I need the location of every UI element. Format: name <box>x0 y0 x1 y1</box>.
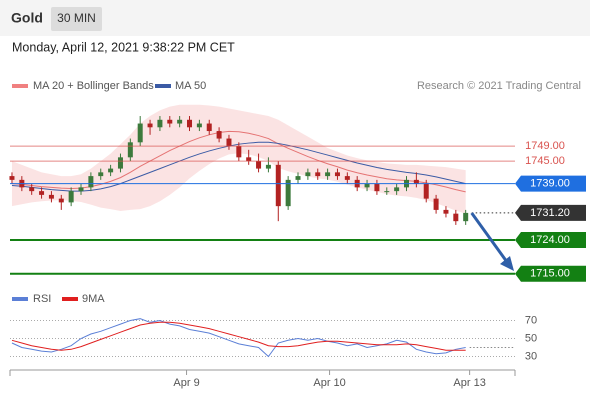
candle-body <box>177 119 183 124</box>
legend-swatch <box>12 84 28 88</box>
candle-body <box>315 172 321 177</box>
candle-body <box>265 164 271 169</box>
candle-body <box>39 191 45 195</box>
candle-body <box>29 187 35 192</box>
level-label: 1745.00 <box>525 155 565 167</box>
x-tick-label: Apr 10 <box>313 377 345 389</box>
x-tick-label: Apr 9 <box>173 377 199 389</box>
bollinger-band <box>11 104 466 214</box>
candle-body <box>187 119 193 128</box>
candle-body <box>88 176 94 188</box>
candle-body <box>58 198 64 203</box>
forecast-arrow <box>470 212 509 263</box>
candle-body <box>48 194 54 199</box>
rsi-tick-label: 30 <box>525 350 537 362</box>
level-label: 1715.00 <box>530 268 570 280</box>
candle-body <box>305 172 311 177</box>
candle-body <box>374 183 380 192</box>
legend-swatch <box>155 84 171 88</box>
rsi-tick-label: 70 <box>525 314 537 326</box>
candle-body <box>246 157 252 162</box>
candle-body <box>226 138 232 147</box>
rsi-line <box>11 321 466 351</box>
candle-body <box>117 157 123 169</box>
candle-body <box>216 131 222 139</box>
rsi-tick-label: 50 <box>525 332 537 344</box>
legend-rsi-ma: 9MA <box>82 293 105 305</box>
candle-body <box>463 212 469 222</box>
candle-body <box>256 161 262 169</box>
candle-body <box>236 146 242 158</box>
x-tick-label: Apr 13 <box>453 377 485 389</box>
candle-body <box>384 191 390 193</box>
credit: Research © 2021 Trading Central <box>417 80 581 92</box>
legend-ma20: MA 20 + Bollinger Bands <box>33 80 154 92</box>
level-tag <box>515 265 586 282</box>
datetime: Monday, April 12, 2021 9:38:22 PM CET <box>12 40 235 54</box>
timeframe-button[interactable] <box>51 7 102 31</box>
legend-rsi: RSI <box>33 293 51 305</box>
candle-body <box>433 198 439 210</box>
candle-body <box>443 209 449 214</box>
legend-swatch <box>62 297 78 301</box>
candle-body <box>275 164 281 207</box>
candle-body <box>453 213 459 222</box>
candle-body <box>196 123 202 128</box>
candle-body <box>137 123 143 143</box>
instrument: Gold <box>11 10 43 26</box>
candle-body <box>127 142 133 158</box>
timeframe[interactable]: 30 MIN <box>57 11 96 25</box>
legend-swatch <box>12 297 28 301</box>
candle-body <box>423 183 429 199</box>
candle-body <box>364 183 370 188</box>
rsi-line <box>11 318 466 358</box>
level-tag <box>515 175 586 192</box>
forecast-arrowhead <box>500 256 514 271</box>
candle-body <box>285 179 291 207</box>
candle-body <box>413 179 419 184</box>
level-label: 1739.00 <box>530 178 570 190</box>
candle-body <box>334 172 340 177</box>
level-tag <box>515 231 586 248</box>
level-label: 1749.00 <box>525 140 565 152</box>
candle-body <box>295 176 301 180</box>
legend-ma50: MA 50 <box>175 80 206 92</box>
level-label: 1731.20 <box>530 207 570 219</box>
candle-body <box>147 123 153 128</box>
candle-body <box>206 123 212 132</box>
candle-body <box>394 187 400 192</box>
level-label: 1724.00 <box>530 234 570 246</box>
candle-body <box>68 191 74 203</box>
level-tag <box>515 204 586 221</box>
candle-body <box>167 119 173 124</box>
candle-body <box>78 187 84 192</box>
candle-body <box>108 168 114 173</box>
candle-body <box>157 119 163 128</box>
candle-body <box>9 176 15 180</box>
candle-body <box>98 172 104 177</box>
candle-body <box>325 172 331 177</box>
ma20-line <box>11 130 466 193</box>
candle-body <box>344 176 350 180</box>
